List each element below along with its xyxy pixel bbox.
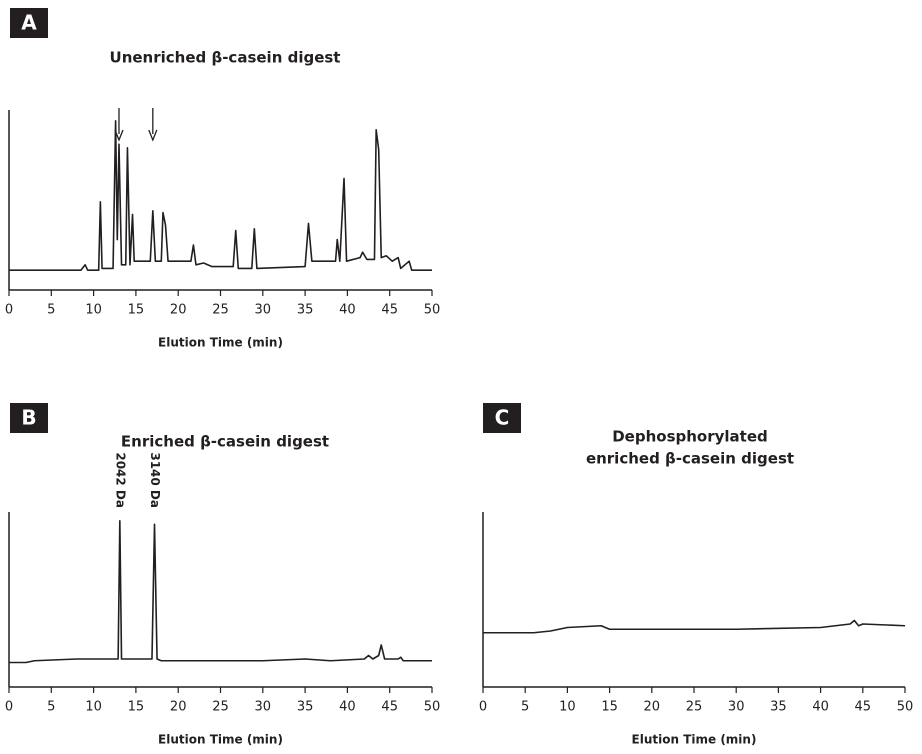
x-tick-label: 45 [855, 700, 872, 715]
x-tick-label: 10 [85, 303, 102, 318]
x-tick-label: 35 [297, 700, 314, 715]
chart-title: Unenriched β-casein digest [110, 49, 341, 67]
trace [9, 519, 432, 664]
x-tick-label: 45 [381, 700, 398, 715]
x-tick-label: 10 [85, 700, 102, 715]
x-tick-label: 20 [644, 700, 661, 715]
panel-label: C [495, 406, 510, 430]
x-tick-label: 25 [212, 700, 229, 715]
x-tick-label: 50 [424, 303, 441, 318]
x-tick-label: 30 [728, 700, 745, 715]
x-tick-label: 40 [339, 700, 356, 715]
x-axis-label: Elution Time (min) [632, 733, 757, 747]
x-tick-label: 0 [5, 700, 13, 715]
chart-title: Dephosphorylated [612, 428, 768, 446]
x-tick-label: 0 [5, 303, 13, 318]
x-tick-label: 30 [255, 700, 272, 715]
x-tick-label: 0 [479, 700, 487, 715]
x-tick-label: 25 [212, 303, 229, 318]
x-tick-label: 35 [770, 700, 787, 715]
x-tick-label: 5 [47, 700, 55, 715]
x-tick-label: 35 [297, 303, 314, 318]
x-axis-label: Elution Time (min) [158, 336, 283, 350]
panel-label: A [21, 11, 37, 35]
x-tick-label: 5 [47, 303, 55, 318]
x-tick-label: 5 [521, 700, 529, 715]
panel-badge [10, 8, 48, 38]
x-tick-label: 40 [812, 700, 829, 715]
x-tick-label: 25 [686, 700, 703, 715]
x-tick-label: 10 [559, 700, 576, 715]
x-tick-label: 20 [170, 303, 187, 318]
peak-label: 2042 Da [113, 452, 127, 508]
trace [483, 619, 906, 634]
panel-label: B [21, 406, 36, 430]
trace [9, 120, 432, 271]
x-tick-label: 50 [897, 700, 914, 715]
chart-title: Enriched β-casein digest [121, 433, 329, 451]
x-tick-label: 20 [170, 700, 187, 715]
x-tick-label: 50 [424, 700, 441, 715]
x-tick-label: 40 [339, 303, 356, 318]
arrow-head [114, 129, 124, 142]
panel-badge [483, 403, 521, 433]
x-tick-label: 15 [128, 303, 145, 318]
x-tick-label: 30 [255, 303, 272, 318]
panel-badge [10, 403, 48, 433]
arrow-head [148, 129, 158, 142]
x-tick-label: 15 [128, 700, 145, 715]
x-tick-label: 15 [601, 700, 618, 715]
x-tick-label: 45 [381, 303, 398, 318]
chart-title: enriched β-casein digest [586, 450, 794, 468]
peak-label: 3140 Da [148, 452, 162, 508]
x-axis-label: Elution Time (min) [158, 733, 283, 747]
